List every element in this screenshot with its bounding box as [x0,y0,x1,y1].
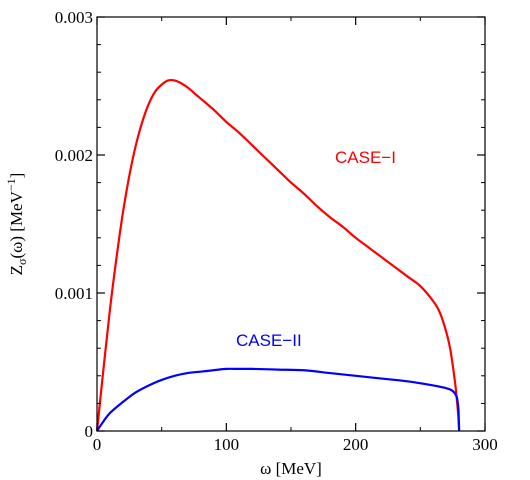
series-label-case-i: CASE−I [335,148,396,167]
ticks-layer [96,16,486,432]
series-layer [95,78,461,432]
y-axis-label: Zσ(ω) [MeV−1] [4,173,29,276]
x-tick-label: 0 [93,435,102,454]
series-line-case-i [95,78,461,432]
y-axis-label-superscript: −1 [4,178,18,191]
x-tick-label: 100 [214,435,240,454]
y-tick-label: 0.001 [55,284,93,303]
series-label-case-ii: CASE−II [236,331,302,350]
x-tick-label: 300 [472,435,498,454]
x-tick-label: 200 [343,435,369,454]
y-tick-label: 0.002 [55,146,93,165]
y-tick-label: 0 [85,422,94,441]
series-line-case-ii [96,367,461,432]
y-axis-label-middle: (ω) [MeV [7,190,26,258]
y-axis-label-subscript: σ [15,258,29,265]
y-axis-label-main: Z [7,265,26,275]
x-axis-label: ω [MeV] [260,459,322,478]
y-tick-label: 0.003 [55,8,93,27]
y-axis-label-end: ] [7,173,26,179]
labels-layer: 0 100 200 300 0 0.001 0.002 0.003 CASE−I CASE−II [55,8,498,454]
